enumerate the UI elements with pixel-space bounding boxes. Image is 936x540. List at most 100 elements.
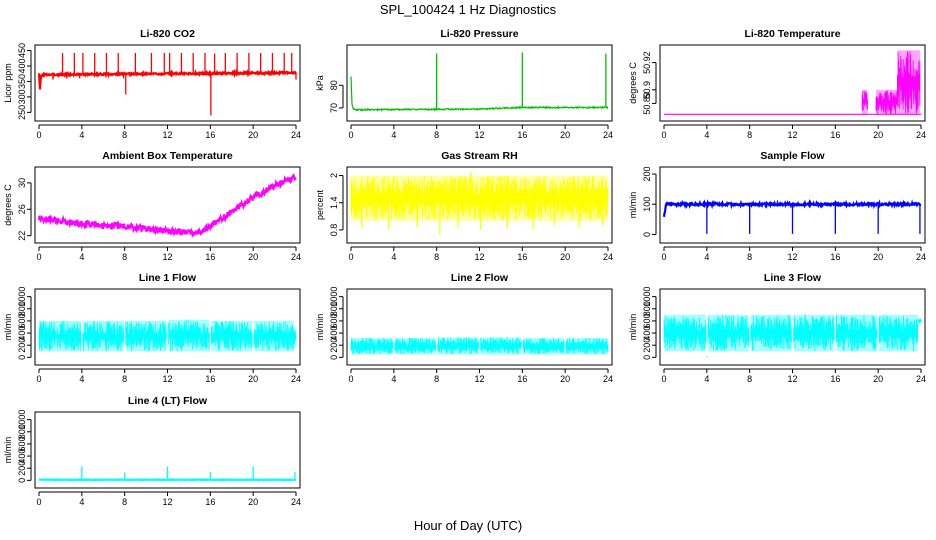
- plot-frame: [346, 44, 613, 122]
- x-tick-label: 4: [79, 130, 84, 140]
- x-tick-label: 0: [36, 130, 41, 140]
- y-tick-label: 400: [17, 58, 27, 73]
- x-tick-label: 20: [873, 130, 883, 140]
- x-tick-label: 16: [517, 374, 527, 384]
- y-tick-label: 800: [329, 301, 339, 316]
- chart-sample-flow: Sample Flow 0 4 8 12 16 20 24 0 100 200 ml/min: [628, 150, 926, 262]
- chart-title: Li-820 Pressure: [440, 28, 518, 40]
- x-tick-label: 8: [434, 252, 439, 262]
- band-line1-flow: [168, 319, 210, 352]
- band-line2-flow: [394, 337, 436, 355]
- band-li820-temp: [875, 89, 898, 115]
- band-line2-flow: [480, 337, 522, 355]
- y-tick-label: 100: [642, 197, 652, 212]
- chart-title: Li-820 Temperature: [744, 28, 840, 40]
- band-line2-flow: [350, 337, 394, 355]
- chart-title: Line 3 Flow: [764, 272, 822, 284]
- x-tick-label: 8: [434, 130, 439, 140]
- x-tick-label: 8: [434, 374, 439, 384]
- x-tick-label: 16: [205, 497, 215, 507]
- x-tick-label: 24: [603, 252, 613, 262]
- y-tick-label: 400: [17, 326, 27, 341]
- y-tick-label: 2: [329, 173, 339, 178]
- plot-frame: [34, 166, 301, 244]
- y-tick-label: 0: [642, 232, 652, 237]
- x-tick-label: 4: [391, 130, 396, 140]
- series-pressure: [350, 52, 609, 112]
- y-tick-label: 0: [329, 355, 339, 360]
- plot-frame: [659, 44, 926, 122]
- x-tick-label: 24: [916, 374, 926, 384]
- y-axis-label: percent: [315, 189, 325, 220]
- x-tick-label: 20: [560, 374, 570, 384]
- x-tick-label: 16: [830, 252, 840, 262]
- band-line3-flow: [878, 314, 919, 352]
- y-tick-label: 300: [17, 89, 27, 104]
- x-tick-label: 4: [79, 252, 84, 262]
- x-tick-label: 12: [162, 497, 172, 507]
- y-tick-label: 50.89: [642, 92, 652, 115]
- y-axis-label: ml/min: [3, 437, 13, 464]
- y-tick-label: 200: [642, 167, 652, 182]
- x-tick-label: 24: [291, 374, 301, 384]
- y-tick-label: 0: [642, 355, 652, 360]
- y-tick-label: 1000: [17, 410, 27, 430]
- x-tick-label: 8: [122, 497, 127, 507]
- x-tick-label: 16: [205, 130, 215, 140]
- y-tick-label: 600: [17, 313, 27, 328]
- x-tick-label: 20: [873, 252, 883, 262]
- y-tick-label: 50.92: [642, 51, 652, 74]
- y-axis-label: Licor ppm: [3, 63, 13, 103]
- band-line2-flow: [565, 337, 609, 355]
- x-tick-label: 0: [661, 252, 666, 262]
- y-tick-label: 30: [17, 178, 27, 188]
- y-tick-label: 800: [642, 301, 652, 316]
- x-tick-label: 20: [248, 374, 258, 384]
- band-line1-flow: [125, 320, 167, 352]
- y-tick-label: 1.4: [329, 196, 339, 209]
- x-tick-label: 20: [248, 130, 258, 140]
- y-tick-label: 50.9: [642, 81, 652, 99]
- x-tick-label: 8: [747, 130, 752, 140]
- band-line1-flow: [253, 320, 295, 352]
- x-tick-label: 4: [704, 374, 709, 384]
- band-line1-flow: [293, 328, 297, 349]
- x-tick-label: 20: [248, 497, 258, 507]
- x-tick-label: 4: [391, 252, 396, 262]
- series-line1-flow: [38, 319, 297, 352]
- y-tick-label: 1000: [642, 287, 652, 307]
- figure-title: SPL_100424 1 Hz Diagnostics: [379, 2, 557, 17]
- band-line3-flow: [707, 314, 749, 352]
- plot-frame: [34, 288, 301, 366]
- y-tick-label: 70: [329, 103, 339, 113]
- x-tick-label: 24: [603, 374, 613, 384]
- line-pressure: [350, 76, 609, 112]
- x-tick-label: 8: [747, 374, 752, 384]
- plot-frame: [659, 288, 926, 366]
- series-line4-flow: [38, 466, 297, 482]
- chart-title: Gas Stream RH: [441, 150, 517, 162]
- y-tick-label: 0.8: [329, 224, 339, 237]
- band-line1-flow: [38, 320, 82, 352]
- x-tick-label: 0: [36, 497, 41, 507]
- x-tick-label: 8: [122, 252, 127, 262]
- y-tick-label: 600: [642, 313, 652, 328]
- x-tick-label: 4: [79, 497, 84, 507]
- y-tick-label: 80: [329, 80, 339, 90]
- x-tick-label: 20: [560, 130, 570, 140]
- series-line3-flow: [663, 314, 922, 358]
- y-tick-label: 0: [17, 478, 27, 483]
- y-tick-label: 800: [17, 301, 27, 316]
- plot-frame: [346, 288, 613, 366]
- x-tick-label: 0: [661, 130, 666, 140]
- x-tick-label: 0: [348, 130, 353, 140]
- x-tick-label: 0: [36, 374, 41, 384]
- x-tick-label: 12: [787, 374, 797, 384]
- x-tick-label: 12: [162, 252, 172, 262]
